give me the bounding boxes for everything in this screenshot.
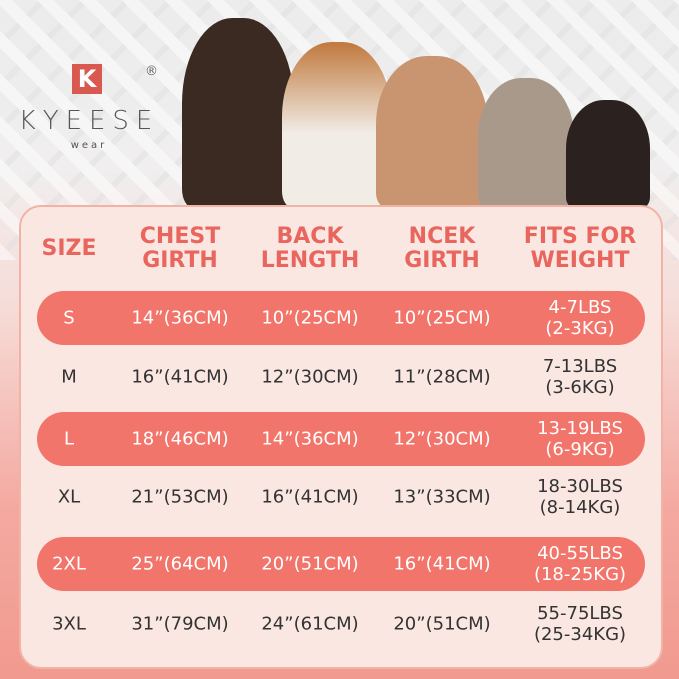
header-line: WEIGHT — [530, 248, 630, 273]
weight-line: 40-55LBS — [537, 543, 623, 564]
cell-neck: 16”(41CM) — [393, 553, 491, 575]
cell-neck: 20”(51CM) — [393, 613, 491, 635]
cell-weight: 55-75LBS (25-34KG) — [534, 603, 626, 645]
cell-weight: 13-19LBS (6-9KG) — [537, 418, 623, 460]
cell-size: M — [61, 366, 77, 388]
cell-weight: 40-55LBS (18-25KG) — [534, 543, 626, 585]
weight-line: (2-3KG) — [545, 318, 615, 339]
header-line: SIZE — [41, 236, 97, 261]
table-row: 3XL 31”(79CM) 24”(61CM) 20”(51CM) 55-75LBS (2… — [37, 597, 645, 651]
brand-name: KYEESE — [18, 106, 160, 136]
header-line: FITS FOR — [523, 224, 637, 249]
header-back-length: BACK LENGTH — [261, 225, 360, 273]
cell-weight: 18-30LBS (8-14KG) — [537, 476, 623, 518]
beagle-image — [282, 42, 392, 208]
cell-size: XL — [57, 486, 81, 508]
weight-line: (8-14KG) — [539, 497, 621, 518]
brand-sub: wear — [70, 140, 108, 151]
logo-mark: K — [72, 64, 102, 94]
table-row: L 18”(46CM) 14”(36CM) 12”(30CM) 13-19LBS (6-9… — [37, 412, 645, 466]
cell-weight: 4-7LBS (2-3KG) — [545, 297, 614, 339]
header-line: NCEK — [408, 224, 476, 249]
cell-back: 24”(61CM) — [261, 613, 359, 635]
cell-size: 2XL — [52, 553, 86, 575]
table-row: 2XL 25”(64CM) 20”(51CM) 16”(41CM) 40-55LBS (1… — [37, 537, 645, 591]
header-size: SIZE — [41, 237, 96, 261]
cell-chest: 31”(79CM) — [131, 613, 229, 635]
weight-line: 7-13LBS — [542, 356, 618, 377]
header-neck-girth: NCEK GIRTH — [404, 225, 480, 273]
chihuahua-image — [566, 100, 650, 208]
cell-neck: 12”(30CM) — [393, 428, 491, 450]
weight-line: (6-9KG) — [545, 439, 615, 460]
cell-size: S — [63, 307, 75, 329]
cell-back: 10”(25CM) — [261, 307, 359, 329]
cell-size: 3XL — [52, 613, 86, 635]
weight-line: 55-75LBS — [537, 603, 623, 624]
header-line: BACK — [276, 224, 344, 249]
cell-back: 14”(36CM) — [261, 428, 359, 450]
cell-chest: 18”(46CM) — [131, 428, 229, 450]
weight-line: (25-34KG) — [533, 624, 627, 645]
weight-line: 4-7LBS — [548, 297, 612, 318]
cell-neck: 13”(33CM) — [393, 486, 491, 508]
poodle-image — [376, 56, 488, 208]
cell-back: 12”(30CM) — [261, 366, 359, 388]
weight-line: (3-6KG) — [545, 377, 615, 398]
weight-line: (18-25KG) — [533, 564, 627, 585]
cell-back: 16”(41CM) — [261, 486, 359, 508]
table-row: XL 21”(53CM) 16”(41CM) 13”(33CM) 18-30LBS (8-… — [37, 470, 645, 524]
header-chest-girth: CHEST GIRTH — [140, 225, 220, 273]
size-chart: SIZE CHEST GIRTH BACK LENGTH NCEK GIRTH FITS FO… — [19, 205, 663, 669]
cell-size: L — [63, 428, 75, 450]
cell-back: 20”(51CM) — [261, 553, 359, 575]
cell-weight: 7-13LBS (3-6KG) — [543, 356, 617, 398]
cell-neck: 10”(25CM) — [393, 307, 491, 329]
cell-chest: 16”(41CM) — [131, 366, 229, 388]
weight-line: 18-30LBS — [537, 476, 623, 497]
table-row: S 14”(36CM) 10”(25CM) 10”(25CM) 4-7LBS (2-3KG… — [37, 291, 645, 345]
terrier-image — [478, 78, 574, 208]
table-row: M 16”(41CM) 12”(30CM) 11”(28CM) 7-13LBS (3-6K… — [37, 350, 645, 404]
brand-logo: K ® KYEESE wear — [14, 64, 164, 151]
cell-chest: 14”(36CM) — [131, 307, 229, 329]
cell-chest: 21”(53CM) — [131, 486, 229, 508]
weight-line: 13-19LBS — [537, 418, 623, 439]
header-line: GIRTH — [404, 248, 480, 273]
registered-mark: ® — [145, 64, 158, 79]
cell-chest: 25”(64CM) — [131, 553, 229, 575]
doberman-image — [182, 18, 294, 208]
header-line: CHEST — [139, 224, 221, 249]
cell-neck: 11”(28CM) — [393, 366, 491, 388]
header-fits-for-weight: FITS FOR WEIGHT — [524, 225, 636, 273]
header-line: LENGTH — [260, 248, 360, 273]
header-line: GIRTH — [142, 248, 218, 273]
